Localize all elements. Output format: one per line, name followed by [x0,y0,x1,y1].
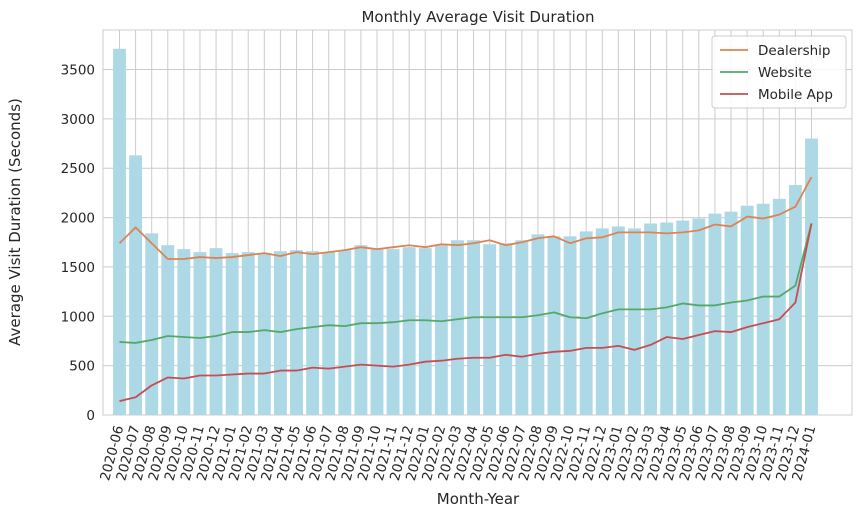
y-tick-label: 0 [86,408,95,424]
bar-2023-05 [676,220,690,415]
bar-2021-09 [354,245,368,415]
y-tick-label: 3000 [61,112,95,128]
bar-2020-12 [209,248,223,415]
bar-2023-09 [740,205,754,415]
y-axis-label: Average Visit Duration (Seconds) [6,98,24,346]
bar-2020-11 [193,252,207,415]
bar-2022-02 [434,245,448,415]
bar-2021-07 [322,252,336,415]
bar-2023-02 [628,228,641,415]
bar-2023-10 [756,203,770,415]
bar-2021-12 [402,247,416,415]
bar-2020-09 [161,245,175,415]
bar-2022-05 [483,244,497,415]
bar-2022-03 [451,240,464,415]
legend-label: Mobile App [758,87,833,103]
bar-2022-12 [595,228,609,415]
bar-2021-06 [306,251,320,415]
bar-2022-07 [515,240,529,415]
bar-2023-08 [724,211,738,415]
y-tick-label: 1500 [61,260,95,276]
bar-2021-11 [386,249,400,415]
bar-2022-06 [499,243,513,415]
bar-2023-11 [772,198,786,415]
bar-2022-09 [547,236,561,415]
x-axis-label: Month-Year [437,490,520,508]
y-tick-labels: 0 500 1000 1500 2000 2500 3000 3500 [61,62,95,424]
bar-2023-07 [708,213,722,415]
y-tick-label: 1000 [61,309,95,325]
bar-2021-04 [273,251,287,415]
bar-2023-01 [611,226,625,415]
bar-2022-04 [467,240,480,415]
chart-title: Monthly Average Visit Duration [361,8,594,26]
bar-2021-03 [257,253,271,415]
bar-2021-02 [241,252,255,415]
y-tick-label: 2500 [61,161,95,177]
bar-2022-01 [418,248,432,415]
bar-2021-05 [290,250,303,415]
bar-2020-06 [113,48,126,415]
bar-2022-08 [531,234,545,415]
bar-2020-10 [177,249,191,415]
legend-label: Dealership [758,43,831,59]
y-tick-label: 500 [69,359,95,375]
bar-2020-07 [129,155,143,415]
legend: Dealership Website Mobile App [711,35,847,109]
bar-2023-04 [660,222,674,415]
bar-2022-10 [563,236,577,415]
bar-2024-01 [805,138,818,416]
line-layer [118,176,813,403]
series-line-dealership [118,176,813,260]
bar-2023-03 [644,223,658,415]
y-tick-label: 3500 [61,62,95,78]
legend-label: Website [758,65,812,81]
series-line-mobile-app [119,223,813,403]
bar-2020-08 [145,233,159,415]
x-tick-labels: 2020-062020-072020-082020-092020-102020-… [97,424,819,483]
bar-2022-11 [579,231,593,415]
bar-2023-06 [692,218,706,415]
bar-layer [113,48,818,416]
legend-box [711,35,847,109]
series-line-website [119,223,813,344]
bar-2021-08 [338,250,352,415]
y-tick-label: 2000 [61,211,95,227]
bar-2021-10 [370,248,384,415]
